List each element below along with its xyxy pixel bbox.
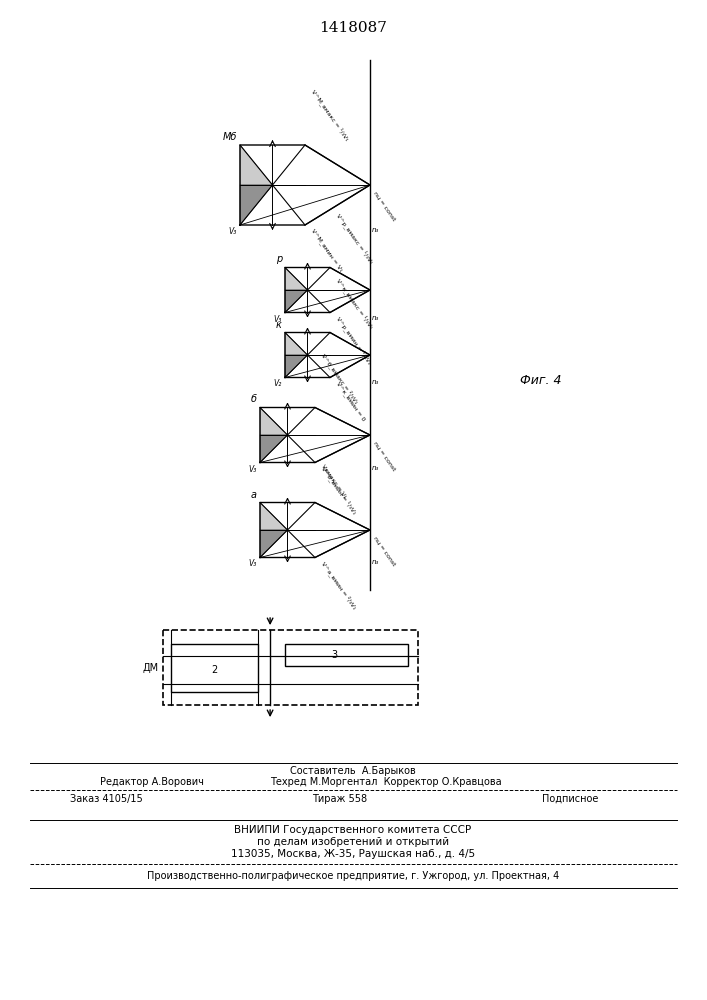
Text: nц = const: nц = const [373,535,397,566]
Text: V₃: V₃ [229,227,237,236]
Polygon shape [260,502,288,530]
Bar [171,644,258,692]
Text: Заказ 4105/15: Заказ 4105/15 [70,794,143,804]
Text: V^к_вмин = 0: V^к_вмин = 0 [335,380,366,422]
Text: Фиг. 4: Фиг. 4 [520,373,561,386]
Polygon shape [240,145,272,185]
Text: Техред М.Моргентал  Корректор О.Кравцова: Техред М.Моргентал Корректор О.Кравцова [270,777,502,787]
Text: V^б_вмакс = ²/₃V₁: V^б_вмакс = ²/₃V₁ [320,352,360,404]
Polygon shape [260,408,288,435]
Text: к: к [276,320,282,330]
Text: V^р_вмакс = ¹/₃V₁: V^р_вмакс = ¹/₃V₁ [335,212,375,264]
Bar [285,644,408,666]
Text: 113035, Москва, Ж-35, Раушская наб., д. 4/5: 113035, Москва, Ж-35, Раушская наб., д. … [231,849,475,859]
Text: n₃: n₃ [372,227,379,233]
Polygon shape [240,185,272,225]
Text: n₃: n₃ [372,314,379,320]
Polygon shape [260,435,288,462]
Text: V₃: V₃ [274,314,282,324]
Text: n₃: n₃ [372,379,379,385]
Polygon shape [285,290,308,312]
Text: 1418087: 1418087 [319,21,387,35]
Text: nц = const: nц = const [373,190,397,221]
Text: б: б [251,394,257,404]
Polygon shape [285,355,308,377]
Text: Редактор А.Ворович: Редактор А.Ворович [100,777,204,787]
Text: nц = const: nц = const [373,440,397,471]
Text: Подписное: Подписное [542,794,598,804]
Polygon shape [285,267,308,290]
Text: ВНИИПИ Государственного комитета СССР: ВНИИПИ Государственного комитета СССР [235,825,472,835]
Text: V₃: V₃ [249,560,257,568]
Text: 2: 2 [211,665,218,675]
Text: a: a [251,489,257,499]
Text: V^M_вмакс = ¹/₃V₁: V^M_вмакс = ¹/₃V₁ [310,88,351,142]
Text: V^a_вмин = ²/₃V₁: V^a_вмин = ²/₃V₁ [320,560,358,611]
Polygon shape [285,332,308,355]
Text: р: р [276,254,282,264]
Text: Тираж 558: Тираж 558 [312,794,368,804]
Text: V₃: V₃ [249,464,257,474]
Text: 3: 3 [331,650,337,660]
Text: n₃: n₃ [372,560,379,566]
Polygon shape [260,530,288,558]
Text: V₂: V₂ [274,379,282,388]
Text: n₃: n₃ [372,464,379,471]
Text: V^к_вмакс = ¹/₃V₁: V^к_вмакс = ¹/₃V₁ [335,277,375,330]
Bar [163,630,418,705]
Text: по делам изобретений и открытий: по делам изобретений и открытий [257,837,449,847]
Text: ДМ: ДМ [143,662,159,673]
Text: Mб: Mб [223,132,237,142]
Text: Vвмакс = V₁: Vвмакс = V₁ [320,464,347,499]
Text: Составитель  А.Барыков: Составитель А.Барыков [290,766,416,776]
Text: V^б_вмин = ¹/₃V₁: V^б_вмин = ¹/₃V₁ [320,466,358,516]
Text: V^M_вмин = V₁: V^M_вмин = V₁ [310,228,344,273]
Text: V^р_вмин = ¹/₃V₁: V^р_вмин = ¹/₃V₁ [335,316,373,366]
Text: Производственно-полиграфическое предприятие, г. Ужгород, ул. Проектная, 4: Производственно-полиграфическое предприя… [147,871,559,881]
